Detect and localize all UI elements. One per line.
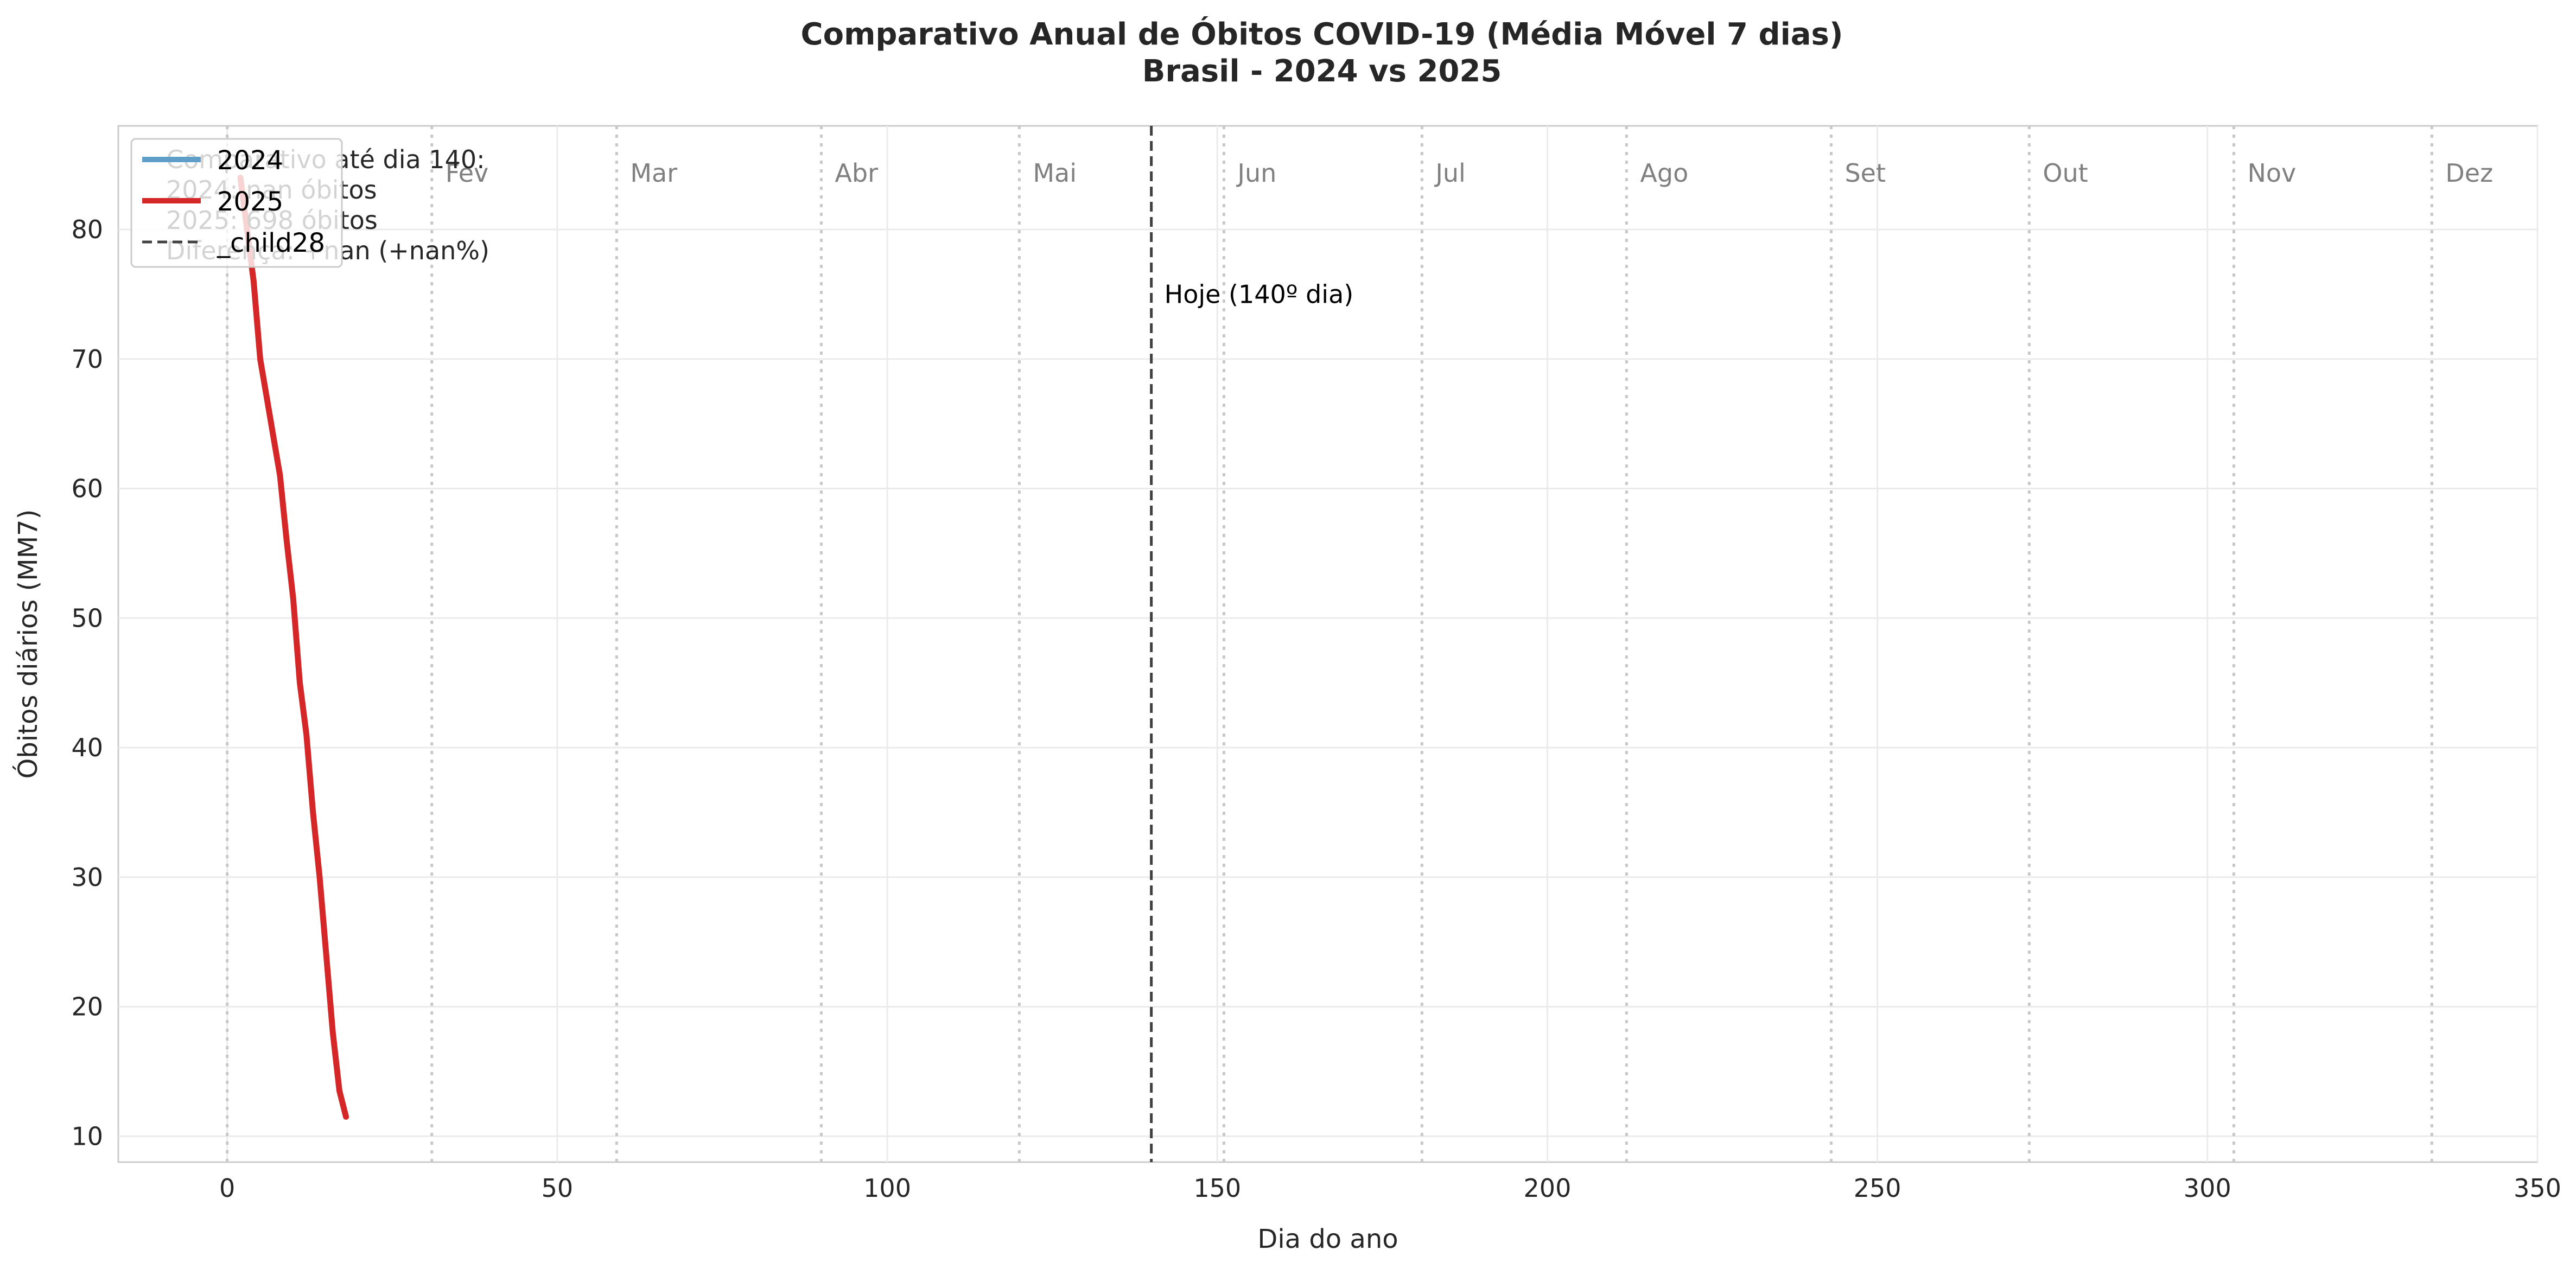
x-tick-label: 150	[1193, 1174, 1241, 1203]
x-tick-label: 200	[1524, 1174, 1572, 1203]
month-label: Out	[2043, 158, 2088, 188]
series-layer	[237, 175, 349, 1120]
month-label: Ago	[1640, 158, 1688, 188]
x-tick-label: 100	[863, 1174, 911, 1203]
grid	[118, 126, 2539, 1162]
y-tick-label: 80	[71, 215, 103, 244]
y-tick-label: 50	[71, 603, 103, 633]
plot-area	[117, 125, 2539, 1163]
month-label: Fev	[446, 158, 488, 188]
chart-title: Comparativo Anual de Óbitos COVID-19 (Mé…	[801, 17, 1843, 52]
y-ticks: 10 20 30 40 50 60 70 80	[71, 215, 103, 1151]
y-tick-label: 30	[71, 863, 103, 892]
month-label: Mai	[1033, 158, 1077, 188]
y-tick-label: 60	[71, 474, 103, 503]
chart-subtitle: Brasil - 2024 vs 2025	[1142, 54, 1502, 89]
x-tick-label: 300	[2184, 1174, 2231, 1203]
y-tick-label: 40	[71, 733, 103, 762]
x-ticks: 0 50 100 150 200 250 300 350	[219, 1174, 2561, 1203]
today-label: Hoje (140º dia)	[1165, 279, 1354, 309]
legend-label-2025: 2025	[217, 187, 283, 217]
month-label: Jul	[1434, 158, 1466, 188]
legend: 2024 2025 _child28	[130, 138, 343, 268]
y-tick-label: 20	[71, 992, 103, 1022]
legend-frame	[130, 138, 343, 268]
y-axis-label: Óbitos diários (MM7)	[12, 509, 43, 779]
month-label: Jun	[1236, 158, 1276, 188]
month-label: Mar	[630, 158, 677, 188]
month-label: Nov	[2247, 158, 2296, 188]
x-tick-label: 50	[542, 1174, 574, 1203]
y-tick-label: 70	[71, 345, 103, 374]
month-label: Set	[1844, 158, 1886, 188]
x-axis-label: Dia do ano	[1257, 1224, 1398, 1254]
legend-label-2024: 2024	[217, 145, 283, 176]
y-tick-label: 10	[71, 1121, 103, 1151]
month-label: Dez	[2445, 158, 2493, 188]
x-tick-label: 0	[219, 1174, 235, 1203]
x-tick-label: 350	[2514, 1174, 2561, 1203]
month-lines: Fev Mar Abr Mai Jun Jul Ago Set Out Nov Dez	[226, 126, 2493, 1162]
legend-label-today: _child28	[217, 228, 325, 258]
series-line-2025	[237, 175, 349, 1120]
today-layer: Hoje (140º dia)	[1150, 126, 1354, 1162]
x-tick-label: 250	[1854, 1174, 1901, 1203]
month-label: Abr	[835, 158, 878, 188]
